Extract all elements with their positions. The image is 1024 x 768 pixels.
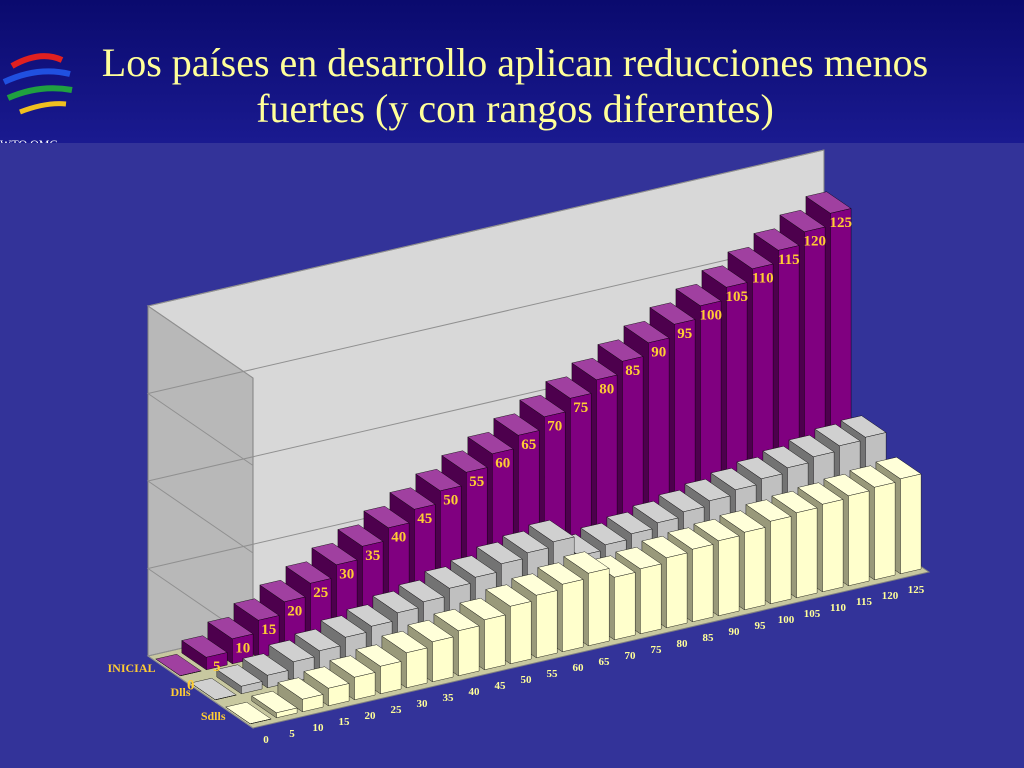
data-label: 95 (677, 326, 692, 342)
bar (215, 694, 237, 700)
header-band (0, 0, 1024, 143)
data-label: 25 (313, 585, 328, 601)
bar (458, 625, 480, 677)
x-tick-label: 20 (365, 710, 377, 722)
bar (276, 707, 298, 719)
data-label: 110 (752, 270, 774, 286)
bar (432, 636, 454, 683)
bar (250, 718, 272, 724)
bar (180, 670, 202, 676)
bar (900, 473, 922, 575)
bar (241, 681, 263, 695)
bar (796, 507, 818, 599)
bar (354, 672, 376, 701)
data-label: 90 (651, 344, 666, 360)
bar (848, 490, 870, 587)
bar (770, 516, 792, 605)
x-tick-label: 10 (313, 722, 325, 734)
x-tick-label: 55 (547, 668, 559, 680)
x-tick-label: 105 (804, 608, 821, 620)
data-label: 5 (213, 659, 221, 675)
data-label: 105 (726, 289, 749, 305)
x-tick-label: 120 (882, 590, 899, 602)
bar (874, 482, 896, 581)
data-label: 50 (443, 492, 458, 508)
bar (822, 499, 844, 593)
series-2 (225, 456, 922, 725)
bar (614, 572, 636, 641)
data-label: 115 (778, 252, 800, 268)
data-label: 45 (417, 511, 432, 527)
bar (666, 552, 688, 629)
x-tick-label: 35 (443, 692, 455, 704)
bar (718, 535, 740, 617)
data-label: 85 (625, 363, 640, 379)
data-label: 75 (573, 400, 588, 416)
x-tick-label: 85 (703, 632, 715, 644)
x-tick-label: 30 (417, 698, 429, 710)
bar (328, 683, 350, 707)
logo: WTO OMC (0, 53, 73, 151)
x-tick-label: 110 (830, 602, 846, 614)
data-label: 0 (187, 677, 195, 693)
data-label: 70 (547, 418, 562, 434)
x-tick-label: 65 (599, 656, 611, 668)
x-tick-label: 115 (856, 596, 872, 608)
x-tick-label: 45 (495, 680, 507, 692)
bar (380, 661, 402, 695)
data-label: 120 (804, 233, 827, 249)
data-label: 60 (495, 455, 510, 471)
bar (302, 694, 324, 713)
x-tick-label: 5 (289, 728, 295, 740)
legend-label: INICIAL (107, 661, 155, 675)
x-tick-label: 75 (651, 644, 663, 656)
data-label: 55 (469, 474, 484, 490)
grid-line (146, 149, 825, 379)
data-label: 65 (521, 437, 536, 453)
bar (588, 568, 610, 647)
x-tick-label: 95 (755, 620, 767, 632)
data-label: 30 (339, 566, 354, 582)
data-label: 80 (599, 381, 614, 397)
data-label: 40 (391, 529, 406, 545)
x-tick-label: 15 (339, 716, 351, 728)
bar (744, 527, 766, 611)
data-label: 15 (261, 622, 276, 638)
chart-title: Los países en desarrollo aplican reducci… (101, 40, 929, 131)
bar (510, 601, 532, 665)
bar (484, 614, 506, 671)
x-tick-label: 100 (778, 614, 795, 626)
x-tick-label: 60 (573, 662, 585, 674)
bar (406, 647, 428, 689)
grid-line (146, 237, 825, 466)
x-tick-label: 25 (391, 704, 403, 716)
x-tick-label: 40 (469, 686, 481, 698)
x-tick-label: 90 (729, 626, 741, 638)
bar (536, 590, 558, 659)
x-tick-label: 80 (677, 638, 689, 650)
bar (206, 652, 228, 671)
data-label: 10 (235, 640, 250, 656)
bar (692, 544, 714, 623)
x-tick-label: 0 (263, 734, 269, 746)
data-label: 35 (365, 548, 380, 564)
x-tick-label: 125 (908, 584, 925, 596)
legend-label: Sdlls (201, 709, 226, 723)
legend-label: Dlls (170, 685, 190, 699)
x-tick-label: 50 (521, 674, 533, 686)
data-label: 100 (700, 307, 723, 323)
bar (562, 579, 584, 653)
data-label: 125 (830, 215, 853, 231)
x-tick-label: 70 (625, 650, 637, 662)
bar (640, 563, 662, 635)
data-label: 20 (287, 603, 302, 619)
